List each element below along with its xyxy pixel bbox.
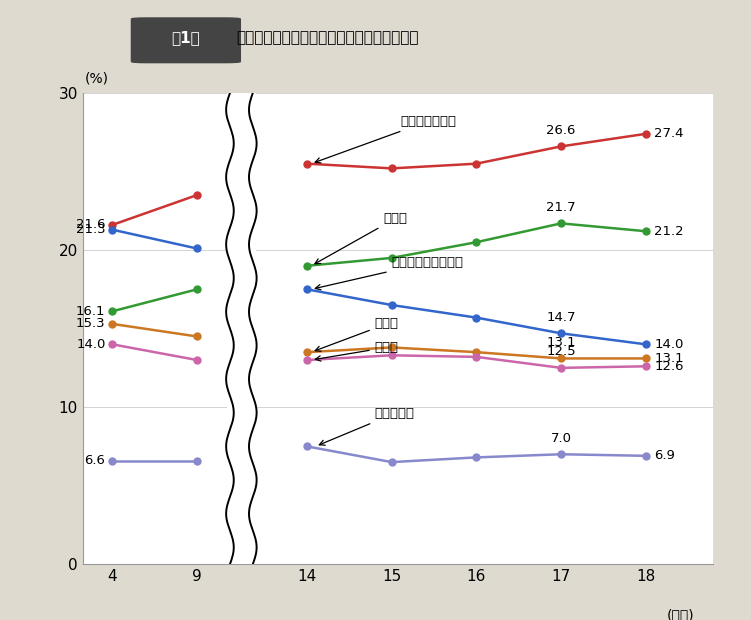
Text: 産業経済費: 産業経済費 — [319, 407, 415, 445]
Text: 21.7: 21.7 — [546, 201, 576, 214]
Text: 7.0: 7.0 — [550, 432, 572, 445]
Text: 21.6: 21.6 — [76, 218, 105, 231]
Text: 14.0: 14.0 — [76, 338, 105, 351]
Text: 13.1: 13.1 — [546, 336, 576, 349]
Text: 14.0: 14.0 — [654, 338, 683, 351]
Text: 26.6: 26.6 — [546, 124, 576, 137]
Text: 機関費: 機関費 — [315, 341, 399, 361]
Bar — [227, 85, 256, 572]
Text: 15.3: 15.3 — [76, 317, 105, 330]
Text: 14.7: 14.7 — [546, 311, 576, 324]
Text: (年度): (年度) — [667, 608, 695, 620]
Text: 16.1: 16.1 — [76, 305, 105, 318]
Text: 13.1: 13.1 — [654, 352, 684, 365]
Text: 27.4: 27.4 — [654, 127, 683, 140]
Text: (%): (%) — [85, 71, 109, 85]
Text: 12.5: 12.5 — [546, 345, 576, 358]
Text: 第1図: 第1図 — [171, 30, 200, 45]
FancyBboxPatch shape — [131, 18, 240, 63]
Text: 公債費: 公債費 — [315, 212, 407, 264]
Text: 国・地方を通じる目的別歳出額構成比の推移: 国・地方を通じる目的別歳出額構成比の推移 — [237, 30, 419, 45]
Text: 教育費: 教育費 — [315, 317, 399, 352]
Text: 21.3: 21.3 — [76, 223, 105, 236]
Text: 12.6: 12.6 — [654, 360, 683, 373]
Text: 社会保障関係費: 社会保障関係費 — [315, 115, 456, 163]
Text: 6.6: 6.6 — [85, 454, 105, 467]
Text: 6.9: 6.9 — [654, 450, 675, 463]
Text: 国土保全及び開発費: 国土保全及び開発費 — [315, 256, 463, 290]
Text: 21.2: 21.2 — [654, 224, 684, 237]
